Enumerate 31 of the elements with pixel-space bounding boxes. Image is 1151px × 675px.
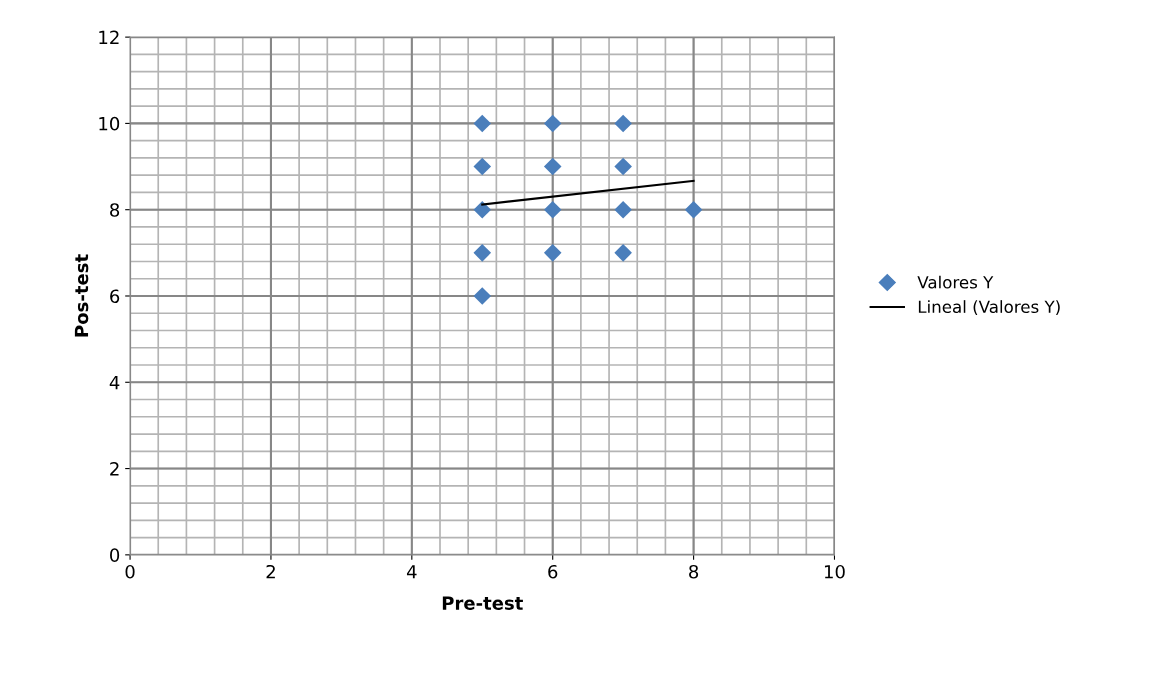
point	[543, 244, 562, 262]
y-tick-label: 2	[110, 462, 119, 476]
x-tick-label: 4	[406, 565, 417, 579]
y-tick-label: 4	[109, 375, 120, 390]
y-tick-label: 10	[99, 116, 120, 131]
point	[614, 114, 632, 133]
x-tick-label: 2	[266, 564, 275, 579]
y-tick-label: 12	[99, 30, 119, 44]
x-axis-title: Pre-test	[442, 596, 523, 610]
y-axis-title: Pos-test	[74, 254, 89, 337]
y-tick-label: 8	[110, 203, 120, 217]
point	[614, 244, 632, 262]
point	[473, 287, 492, 305]
x-tick-label: 6	[548, 564, 558, 579]
point	[473, 244, 492, 262]
legend-label: Lineal (Valores Y)	[918, 300, 1060, 316]
x-tick-label: 10	[824, 564, 845, 579]
point	[543, 157, 562, 176]
point	[473, 157, 492, 176]
point	[614, 157, 632, 176]
point	[684, 200, 703, 219]
point	[543, 200, 562, 219]
y-tick-label: 0	[110, 548, 120, 562]
y-tick-label: 6	[110, 289, 120, 304]
x-tick-label: 0	[125, 564, 135, 579]
point	[543, 114, 562, 133]
point	[473, 200, 492, 219]
legend-label: Valores Y	[917, 275, 994, 289]
point	[473, 114, 492, 133]
point	[614, 200, 632, 219]
x-tick-label: 8	[689, 564, 699, 579]
